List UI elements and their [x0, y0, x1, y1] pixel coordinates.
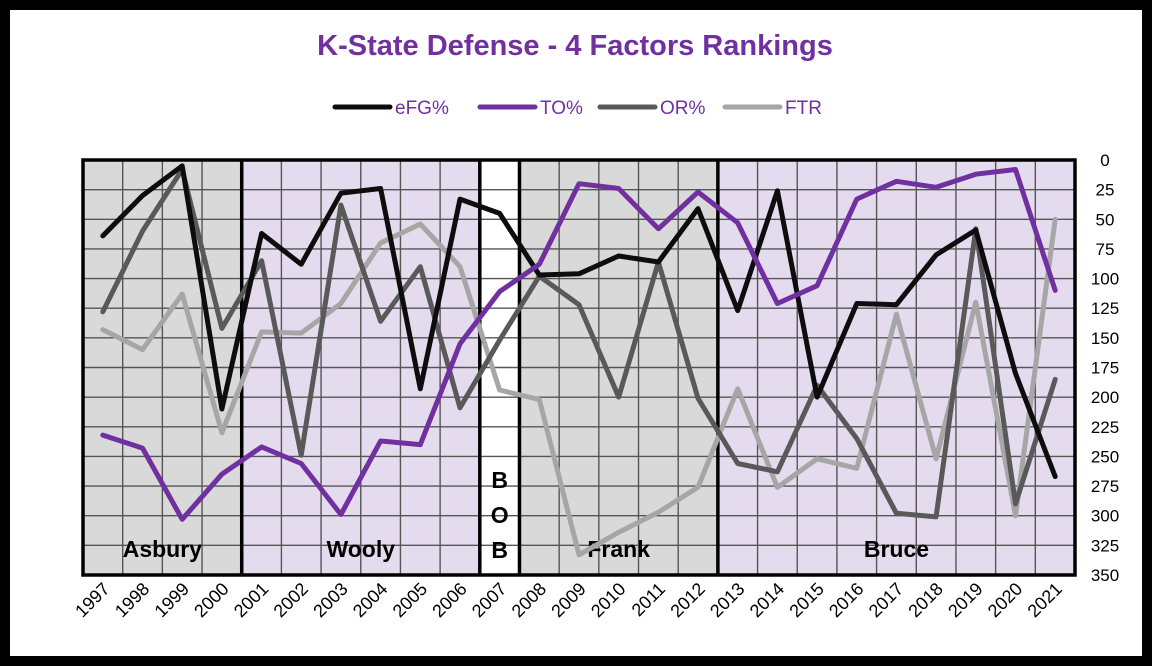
y-tick-label: 200: [1091, 388, 1119, 407]
series-line-efg-pct: [100, 163, 1058, 480]
x-tick-label: 1997: [71, 579, 113, 621]
era-label: B: [491, 537, 508, 563]
legend-label: eFG%: [395, 98, 449, 119]
chart-title: K-State Defense - 4 Factors Rankings: [317, 30, 833, 62]
y-tick-label: 225: [1091, 418, 1119, 437]
legend-label: OR%: [660, 98, 706, 119]
x-tick-label: 2001: [230, 579, 272, 621]
y-tick-label: 0: [1100, 151, 1109, 170]
y-tick-label: 150: [1091, 329, 1119, 348]
y-tick-label: 100: [1091, 270, 1119, 289]
plot-area: Asbury Wooly BOB Frank Bruce: [81, 158, 1077, 577]
x-tick-label: 2014: [746, 579, 788, 621]
x-tick-label: 2013: [706, 579, 748, 621]
x-tick-label: 2007: [468, 579, 510, 621]
x-tick-label: 2002: [270, 579, 312, 621]
y-tick-label: 75: [1096, 240, 1115, 259]
x-tick-label: 2000: [190, 579, 232, 621]
y-axis: 0 25 50 75 100 125 150 175 200 225 250 275 300 325 350: [1091, 151, 1119, 585]
x-tick-label: 2008: [508, 579, 550, 621]
plot-border: [81, 158, 1077, 577]
y-tick-label: 300: [1091, 507, 1119, 526]
x-tick-label: 2017: [865, 579, 907, 621]
y-tick-label: 25: [1096, 181, 1115, 200]
era-label: Asbury: [123, 536, 202, 562]
legend-label: FTR: [785, 98, 822, 119]
x-tick-label: 1999: [151, 579, 193, 621]
x-tick-label: 2004: [349, 579, 391, 621]
x-tick-label: 2011: [628, 579, 670, 621]
y-tick-label: 350: [1091, 566, 1119, 585]
x-axis: 1997199819992000200120022003200420052006…: [71, 579, 1066, 621]
era-label: B: [491, 467, 508, 493]
x-tick-label: 2021: [1024, 579, 1066, 621]
x-tick-label: 2019: [944, 579, 986, 621]
legend-label: TO%: [540, 98, 583, 119]
x-tick-label: 2020: [984, 579, 1026, 621]
series-line-ftr: [100, 216, 1058, 558]
legend: eFG% TO% OR% FTR: [332, 98, 822, 119]
y-tick-label: 125: [1091, 299, 1119, 318]
era-label: Bruce: [864, 536, 929, 562]
series-line-or-pct: [100, 167, 1058, 520]
x-tick-label: 1998: [111, 579, 153, 621]
x-tick-label: 2006: [428, 579, 470, 621]
x-tick-label: 2009: [547, 579, 589, 621]
x-tick-label: 2003: [309, 579, 351, 621]
x-tick-label: 2010: [587, 579, 629, 621]
era-label: Wooly: [326, 536, 395, 562]
y-tick-label: 175: [1091, 359, 1119, 378]
x-tick-label: 2015: [785, 579, 827, 621]
era-label: Frank: [587, 536, 650, 562]
x-tick-label: 2005: [389, 579, 431, 621]
x-tick-label: 2012: [666, 579, 708, 621]
x-tick-label: 2016: [825, 579, 867, 621]
era-label: O: [491, 502, 509, 528]
series-line-to-pct: [100, 167, 1058, 522]
x-tick-label: 2018: [904, 579, 946, 621]
y-tick-label: 250: [1091, 447, 1119, 466]
y-tick-label: 275: [1091, 477, 1119, 496]
y-tick-label: 325: [1091, 536, 1119, 555]
chart-frame: K-State Defense - 4 Factors Rankings eFG…: [10, 10, 1142, 656]
y-tick-label: 50: [1096, 210, 1115, 229]
chart: K-State Defense - 4 Factors Rankings eFG…: [71, 30, 1119, 621]
